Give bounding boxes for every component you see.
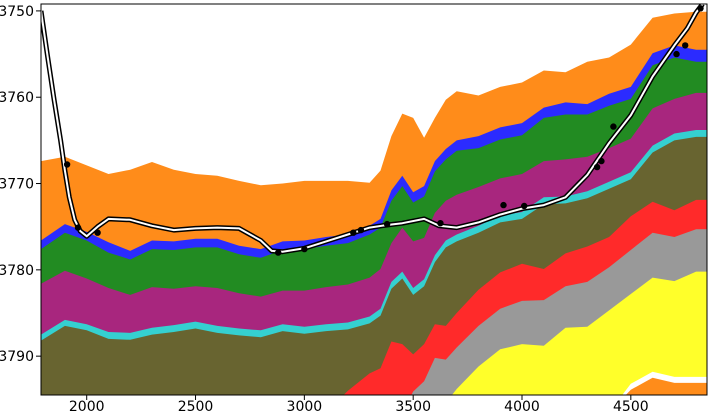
y-tick-label: 3780 <box>0 263 34 279</box>
x-axis: 2000 2500 3000 3500 4000 4500 <box>69 395 649 413</box>
y-tick-label: 3750 <box>0 4 34 20</box>
y-tick-label: 3770 <box>0 177 34 193</box>
marker-point <box>610 123 617 130</box>
marker-point <box>682 42 689 49</box>
marker-point <box>357 226 365 234</box>
marker-group <box>63 5 704 256</box>
x-tick-label: 4500 <box>613 399 649 413</box>
x-tick-label: 2000 <box>69 399 105 413</box>
marker-point <box>275 249 282 256</box>
marker-point <box>94 229 101 236</box>
x-tick-label: 4000 <box>504 399 540 413</box>
marker-point <box>350 229 357 236</box>
y-tick-label: 3790 <box>0 349 34 365</box>
x-tick-label: 3000 <box>287 399 323 413</box>
layer-stack <box>41 11 707 395</box>
marker-point <box>521 202 528 210</box>
y-tick-label: 3760 <box>0 90 34 106</box>
marker-point <box>63 161 71 168</box>
marker-point <box>593 163 601 171</box>
marker-point <box>437 220 444 227</box>
marker-point <box>697 5 704 12</box>
marker-point <box>301 245 308 253</box>
marker-point <box>74 224 82 231</box>
plot-frame <box>40 3 708 396</box>
marker-point <box>383 220 391 228</box>
marker-point <box>598 157 605 165</box>
x-tick-label: 3500 <box>395 399 431 413</box>
layer-9 <box>451 271 707 395</box>
x-tick-label: 2500 <box>178 399 214 413</box>
layer-11 <box>625 377 707 395</box>
marker-point <box>500 201 507 209</box>
y-axis: 3750 3760 3770 3780 3790 <box>0 4 41 365</box>
marker-point <box>673 50 680 58</box>
